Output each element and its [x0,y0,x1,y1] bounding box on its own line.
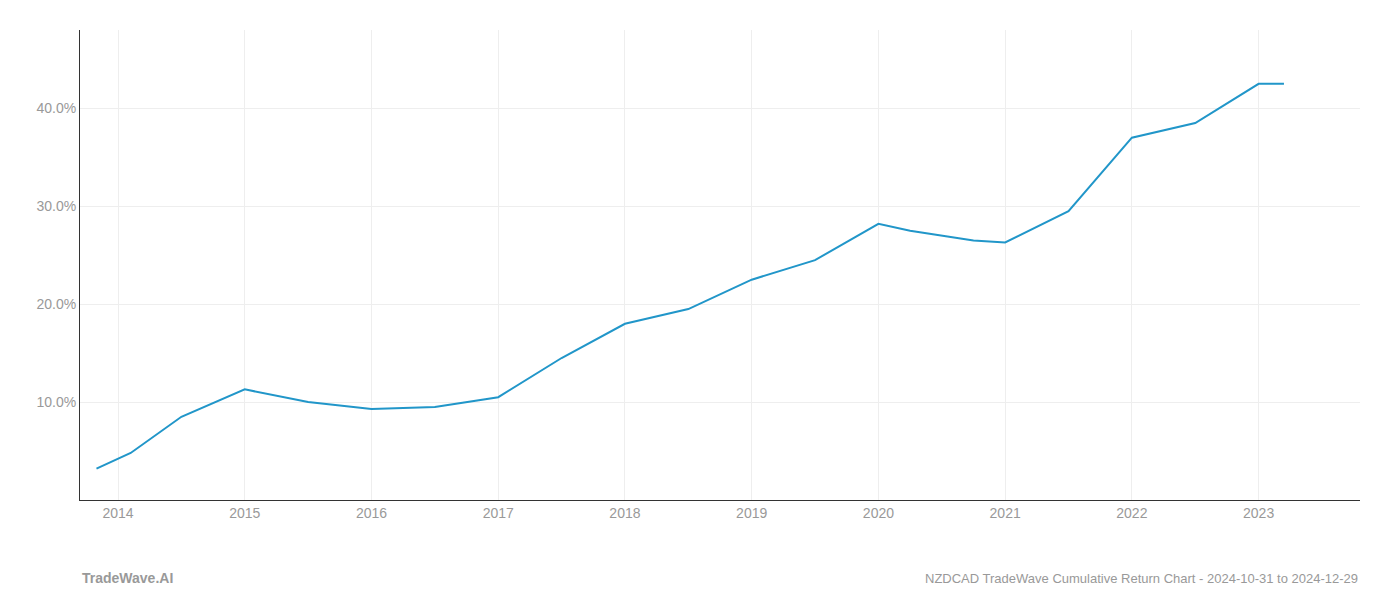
svg-text:2015: 2015 [229,505,260,521]
svg-text:2017: 2017 [483,505,514,521]
svg-text:10.0%: 10.0% [36,394,76,410]
svg-text:2018: 2018 [609,505,640,521]
svg-text:40.0%: 40.0% [36,100,76,116]
svg-text:2019: 2019 [736,505,767,521]
svg-text:2023: 2023 [1243,505,1274,521]
svg-text:TradeWave.AI: TradeWave.AI [82,570,173,586]
svg-text:NZDCAD TradeWave Cumulative Re: NZDCAD TradeWave Cumulative Return Chart… [925,571,1358,586]
svg-text:2014: 2014 [102,505,133,521]
svg-text:2020: 2020 [863,505,894,521]
svg-text:2016: 2016 [356,505,387,521]
svg-text:30.0%: 30.0% [36,198,76,214]
svg-text:2021: 2021 [990,505,1021,521]
svg-text:2022: 2022 [1116,505,1147,521]
svg-text:20.0%: 20.0% [36,296,76,312]
